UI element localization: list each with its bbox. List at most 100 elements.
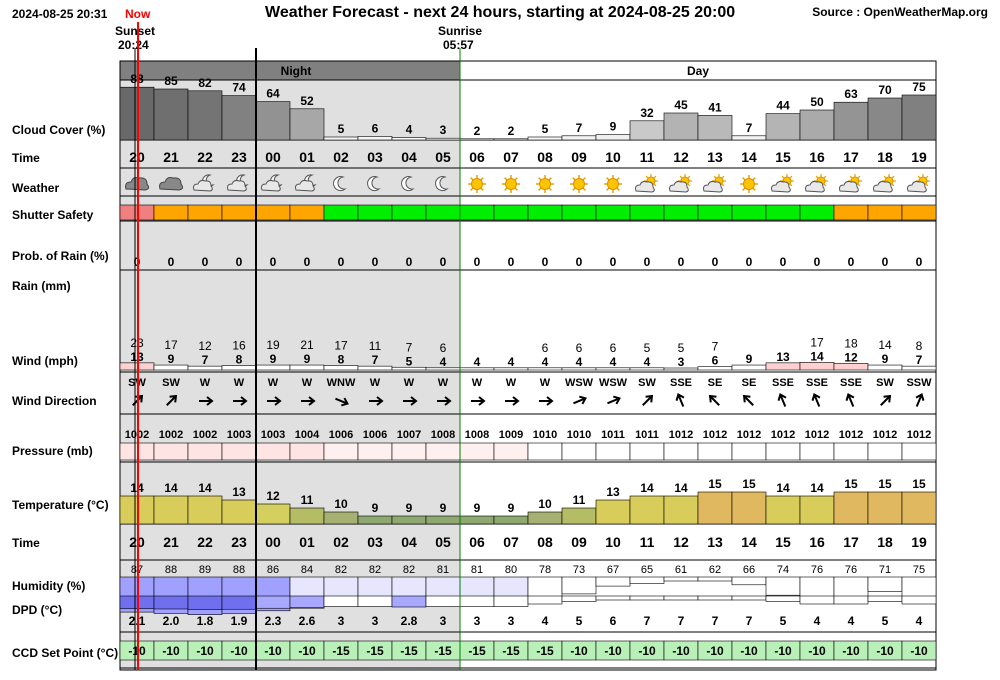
temperature-value: 11 [573,493,586,507]
wind-gust-value: 6 [542,341,549,355]
wind-speed-value: 8 [338,353,345,367]
dpd-value: 3 [372,614,379,628]
time-label: 10 [605,149,621,165]
wind-speed-value: 7 [202,353,209,367]
wind-direction-label: SSE [806,377,828,389]
time-label: 05 [435,149,451,165]
wind-speed-value: 4 [440,355,447,369]
shutter-safety-cell [901,204,937,221]
period-night-label: Night [281,64,312,78]
wind-direction-label: SSE [772,377,794,389]
wind-gust-value: 14 [878,338,892,352]
pressure-value: 1003 [261,429,285,441]
partly-cloudy-night-icon [227,174,249,192]
sun-icon [502,175,520,193]
ccd-value: -10 [774,644,792,658]
dpd-bar [901,595,937,605]
time-label: 13 [707,149,723,165]
cloud-cover-value: 2 [474,124,481,138]
prob-rain-value: 0 [882,255,889,269]
time-label: 21 [163,149,179,165]
pressure-value: 1002 [193,429,217,441]
ccd-value: -15 [366,644,384,658]
wind-speed-value: 8 [236,353,243,367]
pressure-bar [153,442,189,461]
cloud-cover-value: 44 [776,99,790,113]
cloud-cover-bar [731,135,767,141]
ccd-value: -10 [638,644,656,658]
page-title: Weather Forecast - next 24 hours, starti… [265,4,736,21]
cloud-cover-bar [833,101,869,141]
pressure-value: 1006 [363,429,387,441]
pressure-bar [459,442,495,461]
cloud-icon [159,177,184,191]
humidity-bar [595,576,631,587]
wind-gust-value: 5 [644,341,651,355]
shutter-safety-cell [765,204,801,221]
wind-direction-label: WSW [565,377,594,389]
cloud-cover-value: 5 [338,122,345,136]
dpd-bar [731,595,767,601]
cloud-cover-value: 6 [372,121,379,135]
wind-arrow-icon [199,396,214,406]
pressure-value: 1012 [873,429,897,441]
shutter-safety-cell [459,204,495,221]
pressure-bar [833,442,869,461]
shutter-safety-cell [731,204,767,221]
time-label-bottom: 21 [163,534,179,550]
ccd-value: -10 [808,644,826,658]
cloud-cover-bar [323,136,359,141]
time-label: 06 [469,149,485,165]
time-label: 12 [673,149,689,165]
dpd-value: 3 [440,614,447,628]
wind-direction-label: W [506,377,517,389]
humidity-value: 75 [913,564,925,576]
wind-speed-bar [765,362,801,371]
wind-arrow-icon [742,394,754,406]
prob-rain-value: 0 [304,255,311,269]
prob-rain-value: 0 [338,255,345,269]
wind-speed-value: 9 [304,352,311,366]
wind-arrow-icon [708,394,720,406]
dpd-value: 3 [508,614,515,628]
temperature-value: 9 [474,501,481,515]
prob-rain-value: 0 [440,255,447,269]
temperature-bar [425,515,461,525]
dpd-value: 1.9 [231,614,248,628]
wind-arrow-icon [166,394,178,406]
partly-cloudy-day-icon [635,174,658,193]
ccd-value: -10 [740,644,758,658]
wind-arrow-icon [403,396,418,406]
humidity-bar [765,576,801,596]
label-weather: Weather [12,181,60,195]
temperature-value: 9 [406,501,413,515]
cloud-cover-bar [357,136,393,141]
dpd-bar [697,595,733,601]
wind-speed-value: 6 [712,354,719,368]
prob-rain-value: 0 [610,255,617,269]
wind-speed-value: 4 [542,355,549,369]
time-label: 01 [299,149,315,165]
dpd-bar [425,595,461,607]
cloud-cover-bar [629,120,665,141]
cloud-cover-bar [391,137,427,141]
pressure-bar [595,442,631,461]
wind-gust-value: 11 [369,339,382,353]
label-wind-direction: Wind Direction [12,394,97,408]
wind-speed-value: 4 [644,355,651,369]
wind-speed-value: 14 [810,349,824,363]
dpd-bar [527,595,563,605]
dpd-bar [799,595,835,605]
sunset-time: 20:24 [118,38,149,52]
shutter-safety-cell [391,204,427,221]
temperature-bar [323,511,359,525]
night-background [256,80,460,670]
time-label: 18 [877,149,893,165]
time-label-bottom: 16 [809,534,825,550]
humidity-value: 73 [573,564,585,576]
temperature-value: 10 [538,497,552,511]
ccd-value: -10 [604,644,622,658]
temperature-bar [493,515,529,525]
wind-direction-label: W [200,377,211,389]
ccd-value: -10 [672,644,690,658]
